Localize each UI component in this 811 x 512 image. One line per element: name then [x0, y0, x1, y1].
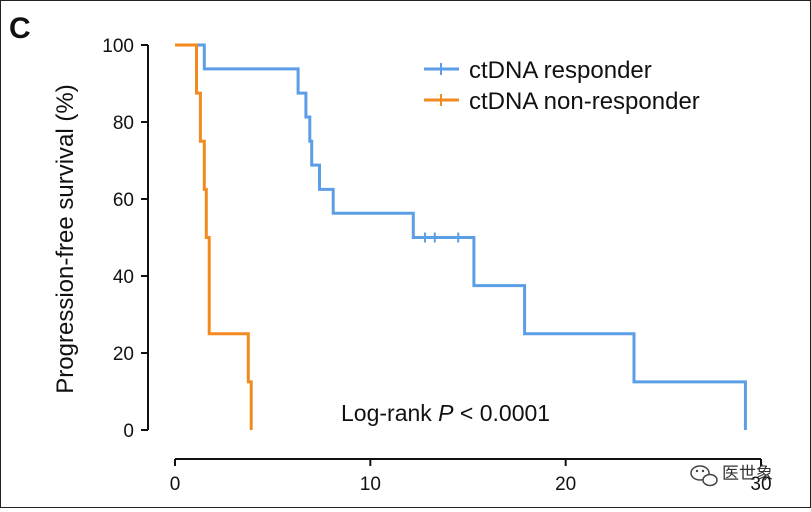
- plot-area: [175, 43, 747, 430]
- x-tick-label: 20: [555, 474, 576, 495]
- y-tick-label: 0: [123, 421, 134, 442]
- x-axis: 0 10 20 30: [170, 458, 772, 495]
- series-line-1: [175, 43, 747, 430]
- wechat-bubble-icon: [690, 465, 718, 487]
- logrank-annotation: Log-rank P < 0.0001: [341, 400, 550, 426]
- x-tick-label: 30: [750, 474, 771, 495]
- watermark: 医世象: [690, 464, 773, 487]
- watermark-text: 医世象: [722, 464, 773, 483]
- y-tick-label: 100: [102, 36, 134, 57]
- annotation-part: Log-rank: [341, 400, 438, 426]
- annotation-part: < 0.0001: [454, 400, 551, 426]
- y-tick-label: 60: [113, 190, 134, 211]
- legend: ctDNA responder ctDNA non-responder: [424, 57, 700, 115]
- legend-label: ctDNA non-responder: [469, 88, 700, 115]
- x-tick-label: 0: [170, 474, 181, 495]
- annotation-part: P: [438, 400, 454, 426]
- x-tick-label: 10: [360, 474, 381, 495]
- y-tick-label: 80: [113, 113, 134, 134]
- y-tick-label: 20: [113, 344, 134, 365]
- panel-label: C: [9, 12, 31, 45]
- y-axis-label: Progression-free survival (%): [52, 84, 79, 393]
- y-axis: 0 20 40 60 80 100: [102, 36, 149, 442]
- y-tick-label: 40: [113, 267, 134, 288]
- series-line-2: [175, 43, 253, 430]
- legend-label: ctDNA responder: [469, 57, 652, 84]
